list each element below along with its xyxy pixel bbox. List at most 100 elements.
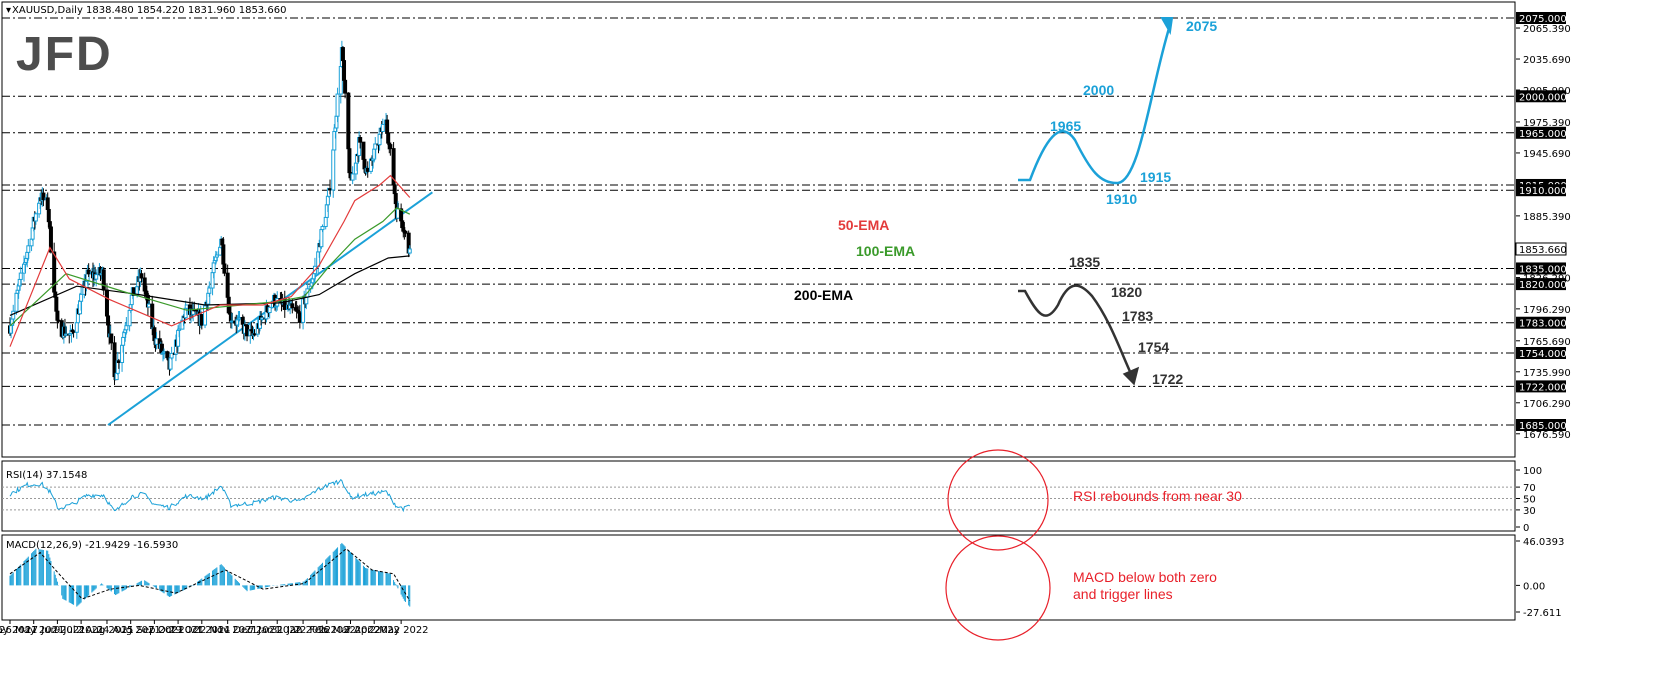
level-label: 2000.000	[1519, 92, 1567, 103]
date-tick-label: 15 Sep 2021	[121, 625, 184, 636]
bearish-arrowhead-icon	[1122, 366, 1140, 386]
rsi-group	[2, 478, 1515, 513]
price-tick-label: 1945.690	[1523, 149, 1571, 160]
ema-200-line	[9, 255, 410, 316]
level-label: 2075.000	[1519, 14, 1567, 25]
candle-body	[154, 338, 159, 345]
price-tick-label: 2065.390	[1523, 24, 1571, 35]
candle-body	[184, 304, 189, 309]
bullish-target-label: 1910	[1106, 191, 1137, 207]
candle-body	[11, 310, 16, 320]
candle-body	[297, 312, 302, 323]
date-tick-label: 7 Jan 2022	[248, 625, 302, 636]
candle-body	[116, 360, 121, 364]
candle-body	[267, 306, 272, 314]
candle-body	[26, 245, 31, 253]
candle-body	[365, 167, 370, 172]
rsi-line	[9, 478, 411, 513]
candle-body	[101, 269, 106, 291]
candle-body	[14, 292, 19, 312]
bullish-target-label: 1915	[1140, 169, 1171, 185]
rsi-tick-label: 50	[1523, 495, 1536, 506]
candle-body	[328, 188, 333, 191]
candle-body	[56, 319, 61, 322]
ema-100-line	[9, 207, 411, 327]
candle-body	[380, 123, 385, 132]
candle-body	[338, 65, 343, 95]
candle-body	[162, 351, 167, 354]
candle-body	[139, 273, 144, 279]
ema-label: 200-EMA	[794, 287, 853, 303]
ema-label: 50-EMA	[838, 217, 889, 233]
bearish-target-label: 1754	[1138, 339, 1169, 355]
bearish-target-label: 1820	[1111, 284, 1142, 300]
macd-highlight-circle	[945, 535, 1051, 641]
price-panel-frame	[1, 1, 1516, 458]
date-tick-label: 17 Jun 2021	[25, 625, 85, 636]
candle-body	[237, 316, 242, 320]
price-tick-label: 1885.390	[1523, 212, 1571, 223]
date-tick-label: 16 Mar 2022	[317, 625, 380, 636]
ema-group: 50-EMA 100-EMA 200-EMA	[9, 174, 915, 347]
candle-body	[48, 226, 53, 253]
candle-body	[361, 141, 366, 160]
macd-tick-label: 46.0393	[1523, 537, 1564, 548]
header-arrow-icon: ▾	[6, 5, 11, 16]
date-tick-label: 14 Dec 2021	[217, 625, 281, 636]
level-label: 1685.000	[1519, 421, 1567, 432]
bullish-scenario-path	[1018, 24, 1172, 185]
candle-body	[222, 263, 227, 274]
level-label: 1783.000	[1519, 319, 1567, 330]
macd-tick-label: -27.611	[1523, 608, 1562, 619]
price-tick-label: 1735.990	[1523, 368, 1571, 379]
macd-signal-line	[9, 548, 411, 602]
price-tick-label: 2035.690	[1523, 55, 1571, 66]
level-label: 1910.000	[1519, 186, 1567, 197]
candle-body	[252, 333, 257, 336]
jfd-logo: JFD	[16, 28, 113, 81]
rsi-panel-frame	[1, 460, 1516, 532]
bearish-target-label: 1835	[1069, 254, 1100, 270]
candle-body	[245, 325, 250, 337]
last-price-label: 1853.660	[1519, 245, 1567, 256]
level-label-box	[1516, 12, 1566, 24]
macd-header: MACD(12,26,9) -21.9429 -16.5930	[6, 540, 178, 551]
candle-body	[403, 230, 408, 234]
candle-body	[323, 216, 328, 228]
price-tick-label: 1706.290	[1523, 399, 1571, 410]
price-tick-label: 1765.690	[1523, 337, 1571, 348]
candle-body	[331, 149, 336, 191]
candle-body	[319, 229, 324, 248]
rsi-tick-label: 0	[1523, 523, 1529, 534]
level-label: 1965.000	[1519, 129, 1567, 140]
bearish-target-label: 1722	[1152, 371, 1183, 387]
level-label: 1754.000	[1519, 349, 1567, 360]
level-label-box	[1516, 419, 1566, 431]
macd-annotation-line-2: and trigger lines	[1073, 586, 1173, 602]
candle-body	[74, 322, 79, 333]
candle-body	[41, 192, 46, 201]
candle-body	[320, 226, 325, 231]
price-tick-label: 1676.590	[1523, 430, 1571, 441]
level-label-box	[1516, 184, 1566, 197]
date-tick-label: 9 Jul 2021	[54, 625, 104, 636]
date-tick-label: 29 Oct 2021	[169, 625, 231, 636]
level-label-box	[1516, 126, 1566, 139]
date-tick-label: 22 Nov 2021	[194, 625, 258, 636]
candle-body	[358, 137, 363, 143]
candle-body	[407, 248, 412, 254]
candle-body	[124, 325, 129, 331]
rsi-annotation: RSI rebounds from near 30	[1073, 488, 1242, 504]
candle-body	[46, 208, 51, 223]
date-tick-label: 2 May 2022	[370, 625, 429, 636]
price-tick-label: 1796.290	[1523, 305, 1571, 316]
level-label-box	[1516, 90, 1566, 103]
date-tick-label: 31 Jan 2022	[271, 625, 331, 636]
candle-body	[146, 303, 151, 308]
macd-annotation: MACD below both zero and trigger lines	[1073, 569, 1221, 602]
candle-body	[64, 333, 69, 336]
candle-body	[177, 328, 182, 331]
level-label-box	[1516, 278, 1566, 291]
